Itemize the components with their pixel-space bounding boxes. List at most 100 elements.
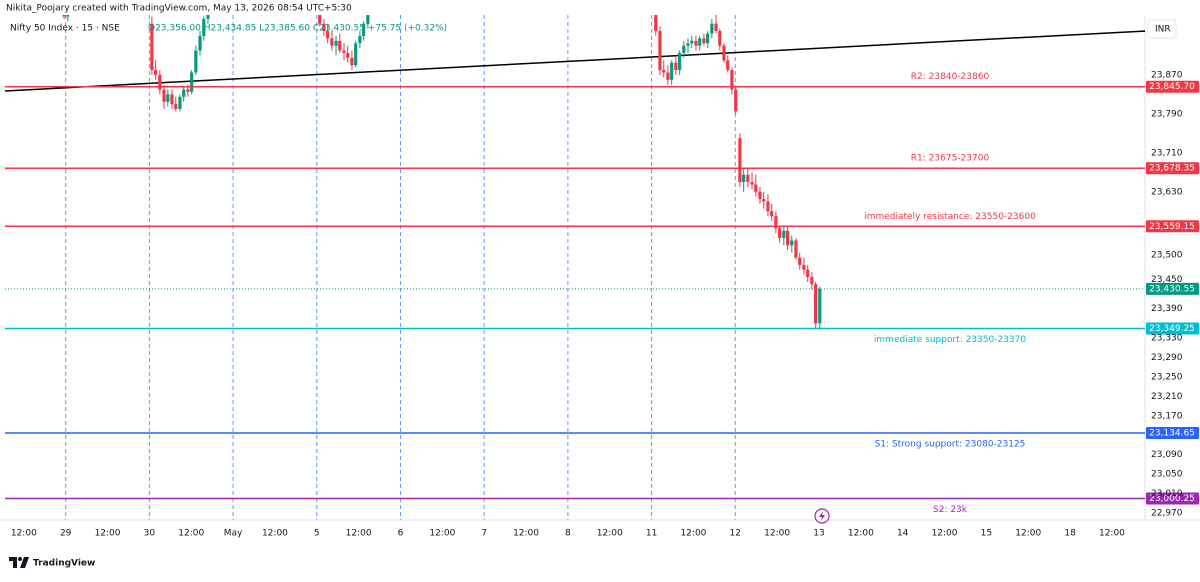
candle-body bbox=[802, 264, 806, 270]
price-tag-label: 23,134.65 bbox=[1149, 429, 1195, 439]
currency: INR bbox=[1155, 25, 1171, 35]
candle-body bbox=[686, 43, 690, 46]
level-label: immediately resistance: 23550-23600 bbox=[864, 212, 1036, 222]
price-tag-label: 23,430.55 bbox=[1149, 284, 1195, 294]
x-tick-label: 12:00 bbox=[597, 529, 623, 539]
candle-body bbox=[770, 211, 774, 217]
candle-body bbox=[714, 23, 718, 32]
branding: TradingView bbox=[33, 559, 95, 569]
y-tick-label: 23,170 bbox=[1151, 411, 1183, 421]
price-tag-label: 23,559.15 bbox=[1149, 222, 1195, 232]
candle-body bbox=[698, 38, 702, 46]
x-tick-label: 12:00 bbox=[848, 529, 874, 539]
y-tick-label: 23,500 bbox=[1151, 251, 1183, 261]
candle-body bbox=[818, 288, 822, 324]
currency-box[interactable] bbox=[1147, 19, 1177, 39]
candle-body bbox=[170, 94, 174, 105]
x-tick-label: 12:00 bbox=[11, 529, 37, 539]
x-tick-label: 12:00 bbox=[346, 529, 372, 539]
candle-body bbox=[722, 45, 726, 61]
candle-body bbox=[785, 230, 790, 246]
candle-body bbox=[790, 240, 794, 246]
y-tick-label: 23,790 bbox=[1151, 109, 1183, 119]
candle-body bbox=[666, 72, 670, 80]
x-tick-label: 12:00 bbox=[178, 529, 204, 539]
x-tick-label: 12:00 bbox=[764, 529, 790, 539]
candle-body bbox=[658, 31, 662, 71]
price-tag bbox=[1146, 80, 1199, 93]
candle-body bbox=[342, 50, 346, 53]
price-tag bbox=[1146, 220, 1199, 233]
candle-body bbox=[726, 60, 730, 71]
price-tag-label: 23,845.70 bbox=[1149, 82, 1195, 92]
x-tick-label: 12:00 bbox=[513, 529, 539, 539]
candle-body bbox=[362, 23, 366, 36]
x-tick-label: 12:00 bbox=[932, 529, 958, 539]
x-tick-label: 6 bbox=[398, 529, 404, 539]
candle-body bbox=[354, 43, 358, 66]
level-label: R1: 23675-23700 bbox=[911, 154, 990, 164]
y-tick-label: 23,630 bbox=[1151, 187, 1183, 197]
candle-body bbox=[194, 50, 198, 73]
candle-body bbox=[178, 96, 182, 109]
x-tick-label: 29 bbox=[60, 529, 72, 539]
candle-body bbox=[670, 62, 674, 80]
candle-body bbox=[746, 174, 750, 183]
candle-body bbox=[198, 35, 202, 51]
price-tag bbox=[1146, 282, 1199, 295]
y-tick-label: 23,290 bbox=[1151, 353, 1183, 363]
candle-body bbox=[814, 284, 818, 324]
price-tag-label: 23,000.25 bbox=[1149, 494, 1195, 504]
candle-body bbox=[62, 15, 66, 17]
x-tick-label: May bbox=[224, 529, 243, 539]
candle-body bbox=[710, 23, 714, 34]
x-tick-label: 12:00 bbox=[262, 529, 288, 539]
logo bbox=[9, 557, 29, 568]
level-label: immediate support: 23350-23370 bbox=[874, 335, 1026, 345]
level-label: S2: 23k bbox=[933, 505, 968, 515]
candle-body bbox=[766, 201, 770, 212]
price-tag bbox=[1146, 492, 1199, 505]
candle-body bbox=[334, 40, 338, 46]
price-tag bbox=[1146, 162, 1199, 175]
x-tick-label: 8 bbox=[565, 529, 571, 539]
x-tick-label: 12:00 bbox=[680, 529, 706, 539]
candle-body bbox=[154, 70, 158, 75]
x-tick-label: 12 bbox=[730, 529, 741, 539]
candle-body bbox=[762, 199, 766, 202]
plot-area bbox=[5, 15, 1145, 520]
candle-body bbox=[702, 38, 706, 44]
candle-body bbox=[806, 269, 810, 277]
x-tick-label: 7 bbox=[481, 529, 487, 539]
candle-body bbox=[350, 57, 354, 66]
y-tick-label: 23,250 bbox=[1151, 372, 1183, 382]
x-tick-label: 13 bbox=[813, 529, 824, 539]
candle-body bbox=[330, 38, 334, 46]
x-tick-label: 30 bbox=[144, 529, 156, 539]
candle-body bbox=[682, 45, 686, 53]
x-tick-label: 12:00 bbox=[1015, 529, 1041, 539]
candle-body bbox=[654, 15, 658, 32]
candle-body bbox=[694, 40, 698, 46]
level-label: R2: 23840-23860 bbox=[911, 72, 990, 82]
price-tag bbox=[1146, 322, 1199, 335]
candle-body bbox=[190, 72, 194, 92]
level-label: S1: Strong support: 23080-23125 bbox=[875, 440, 1026, 450]
candle-body bbox=[706, 33, 710, 44]
candle-body bbox=[206, 15, 210, 19]
y-tick-label: 23,330 bbox=[1151, 333, 1183, 343]
candle-body bbox=[150, 23, 154, 71]
candle-body bbox=[174, 104, 178, 109]
price-tag-label: 23,349.25 bbox=[1149, 324, 1195, 334]
y-tick-label: 22,970 bbox=[1151, 509, 1183, 519]
y-tick-label: 23,870 bbox=[1151, 70, 1183, 80]
candle-body bbox=[742, 174, 746, 183]
candle-body bbox=[738, 138, 742, 183]
price-tag bbox=[1146, 427, 1199, 440]
y-tick-label: 23,050 bbox=[1151, 470, 1183, 480]
candle-body bbox=[66, 15, 70, 17]
candle-body bbox=[750, 182, 754, 185]
candle-body bbox=[162, 89, 166, 102]
candle-body bbox=[678, 52, 682, 71]
